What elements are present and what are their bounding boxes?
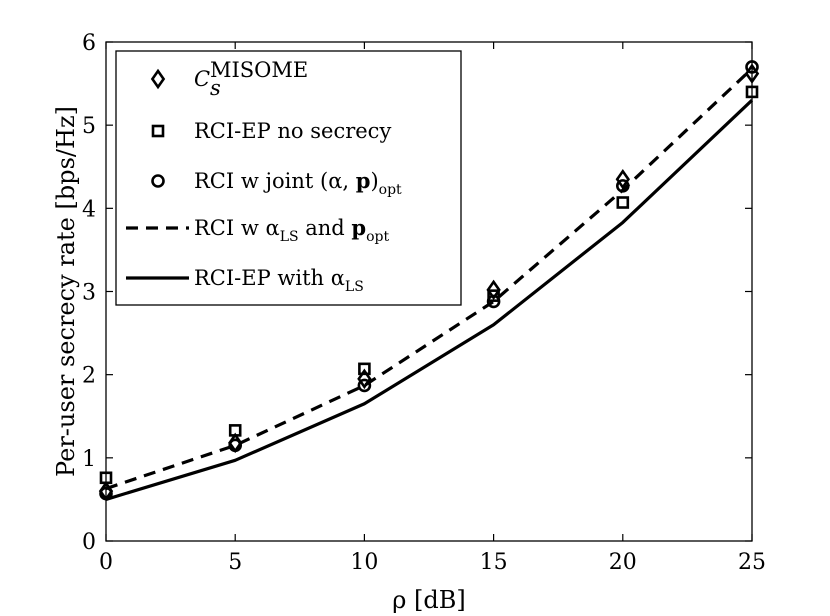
series-4 <box>105 99 754 501</box>
series-line <box>105 99 754 501</box>
x-tick-label: 5 <box>228 550 242 575</box>
data-point <box>357 368 372 390</box>
legend-label-sup: MISOME <box>210 58 308 82</box>
legend-marker <box>151 124 165 138</box>
data-point <box>616 196 630 209</box>
x-tick-label: 25 <box>738 550 766 575</box>
y-tick-label: 5 <box>82 114 96 139</box>
legend-marker <box>151 174 165 188</box>
data-point <box>745 60 759 74</box>
x-tick-label: 0 <box>99 550 113 575</box>
data-point <box>228 424 242 437</box>
y-axis-label: Per-user secrecy rate [bps/Hz] <box>52 106 80 477</box>
y-tick-label: 0 <box>82 530 96 555</box>
legend-entry-2: RCI w joint (α, p)opt <box>151 168 402 198</box>
data-point <box>99 471 113 485</box>
y-tick-label: 6 <box>82 31 96 56</box>
legend-entry-3: RCI w αLS and popt <box>126 215 390 245</box>
data-point <box>615 168 630 190</box>
data-point <box>228 438 242 453</box>
data-point <box>357 378 372 393</box>
data-point <box>486 279 501 301</box>
y-tick-label: 2 <box>82 364 96 389</box>
data-point <box>745 85 759 99</box>
x-axis-label: ρ [dB] <box>392 586 465 614</box>
x-tick-label: 10 <box>350 550 378 575</box>
x-tick-label: 20 <box>609 550 637 575</box>
legend-label-sub: s <box>210 76 221 100</box>
y-tick-label: 3 <box>82 281 96 306</box>
x-tick-label: 15 <box>480 550 508 575</box>
legend-entry-1: RCI-EP no secrecy <box>151 119 391 143</box>
series-layer <box>98 60 760 502</box>
legend-label: RCI-EP no secrecy <box>194 119 391 143</box>
legend-box <box>115 50 462 306</box>
y-tick-label: 1 <box>82 447 96 472</box>
ticks: 0 5 10 15 20 25 0 1 2 3 4 5 6 <box>82 31 766 575</box>
data-point <box>358 362 371 376</box>
legend-label: RCI w joint (α, p)opt <box>194 168 402 198</box>
legend-marker <box>150 68 166 90</box>
data-point <box>486 294 501 309</box>
legend-label: RCI w αLS and popt <box>194 215 390 245</box>
y-tick-label: 4 <box>82 197 96 222</box>
legend-label: RCI-EP with αLS <box>194 266 364 295</box>
legend-label: C <box>194 67 210 91</box>
legend-entry-4: RCI-EP with αLS <box>126 266 364 295</box>
